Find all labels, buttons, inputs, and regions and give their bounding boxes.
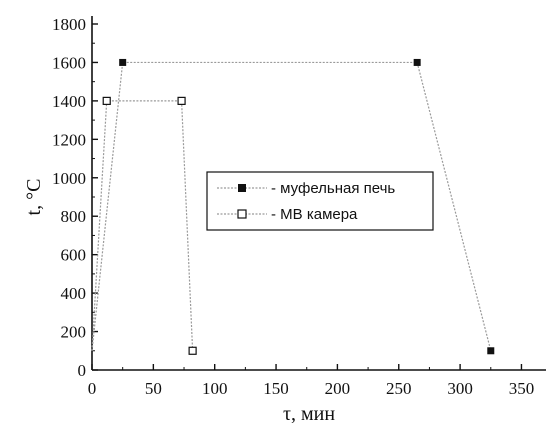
y-tick-label: 600 xyxy=(61,246,87,265)
series-line xyxy=(91,100,194,351)
x-tick-label: 50 xyxy=(145,379,162,398)
legend: - муфельная печь - МВ камера xyxy=(206,171,434,231)
legend-marker xyxy=(238,184,246,192)
series-layer xyxy=(91,58,495,355)
y-tick-label: 1400 xyxy=(52,92,86,111)
y-tick-label: 1000 xyxy=(52,169,86,188)
x-tick-label: 100 xyxy=(202,379,228,398)
data-point xyxy=(102,96,111,105)
y-tick-label: 1800 xyxy=(52,15,86,34)
data-point xyxy=(487,347,495,355)
legend-box xyxy=(206,171,434,231)
data-point xyxy=(188,346,197,355)
series-line xyxy=(91,61,492,351)
y-tick-label: 200 xyxy=(61,323,87,342)
data-point xyxy=(413,58,421,66)
x-tick-label: 250 xyxy=(386,379,412,398)
x-tick-label: 0 xyxy=(88,379,97,398)
y-tick-label: 400 xyxy=(61,284,87,303)
data-point xyxy=(177,96,186,105)
x-tick-label: 300 xyxy=(447,379,473,398)
legend-marker xyxy=(237,209,247,219)
x-axis-label: τ, мин xyxy=(283,403,335,423)
y-tick-label: 0 xyxy=(78,361,87,380)
legend-label: - муфельная печь xyxy=(271,180,395,197)
data-point xyxy=(119,58,127,66)
y-tick-label: 1600 xyxy=(52,53,86,72)
series-2 xyxy=(91,96,197,355)
x-tick-label: 350 xyxy=(509,379,535,398)
axes: 0 200 400 600 800 1000 1200 1400 1600 1800 0 50 100 1… xyxy=(52,15,546,398)
legend-label: - МВ камера xyxy=(271,206,358,223)
x-tick-label: 200 xyxy=(325,379,351,398)
y-tick-label: 800 xyxy=(61,207,87,226)
x-tick-label: 150 xyxy=(263,379,289,398)
series-1 xyxy=(91,58,495,355)
y-axis-label: t, °C xyxy=(23,179,45,216)
y-tick-label: 1200 xyxy=(52,130,86,149)
